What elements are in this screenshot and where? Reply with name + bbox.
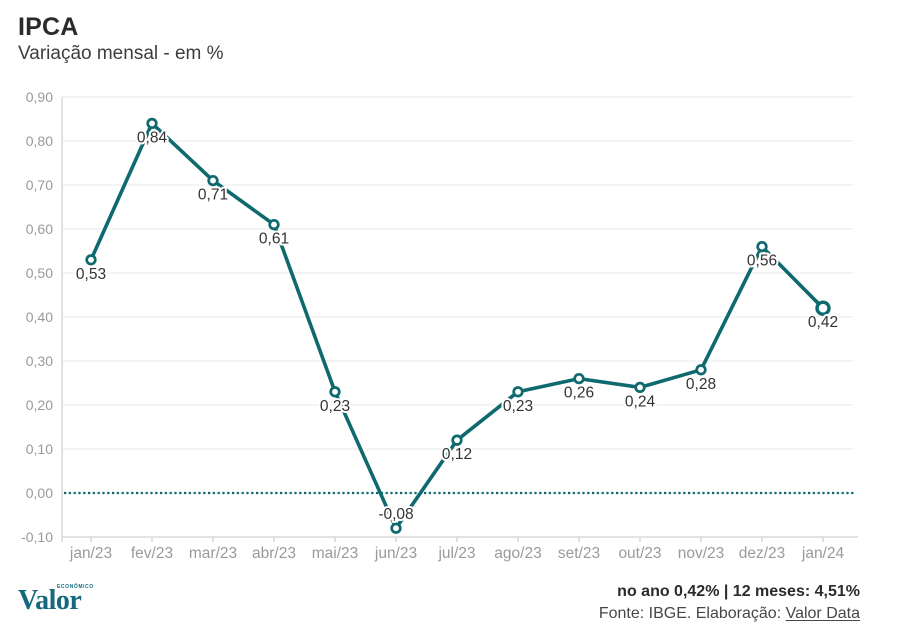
x-axis-tick-label: jan/23	[69, 545, 112, 562]
data-point-marker-jul/23	[451, 434, 463, 446]
data-point-marker-jun/23	[390, 522, 402, 534]
data-point-label: 0,23	[320, 398, 350, 415]
data-point-label: 0,12	[442, 446, 472, 463]
data-point-label: 0,24	[625, 393, 656, 410]
ipca-series-line	[89, 121, 825, 531]
data-point-label: 0,42	[808, 314, 838, 331]
data-point-label: 0,26	[564, 385, 594, 402]
x-axis-tick-label: jun/23	[374, 545, 417, 562]
y-axis-tick-label: 0,60	[26, 221, 53, 237]
valor-logo-superscript: econômico	[57, 584, 94, 590]
summary-stats: no ano 0,42% | 12 meses: 4,51%	[617, 583, 860, 600]
data-point-label: 0,28	[686, 376, 716, 393]
footer-stats-block: no ano 0,42% | 12 meses: 4,51% Fonte: IB…	[599, 581, 860, 624]
ipca-line-chart: -0,10 0,00 0,10 0,20 0,30 0,40 0,50 0,60 0,70 0,8…	[21, 89, 858, 562]
y-axis-tick-label: 0,30	[26, 353, 53, 369]
y-axis-tick-label: 0,90	[26, 89, 53, 105]
data-point-label: 0,23	[503, 398, 533, 415]
data-point-marker-mar/23	[207, 174, 219, 187]
data-point-marker-out/23	[634, 381, 646, 394]
x-axis-tick-label: dez/23	[739, 545, 786, 562]
data-point-marker-jan/24	[815, 300, 831, 316]
data-point-marker-abr/23	[268, 218, 280, 231]
chart-header: IPCA Variação mensal - em %	[18, 13, 224, 66]
x-axis-tick-label: mar/23	[189, 545, 237, 562]
data-point-label: -0,08	[378, 506, 413, 523]
data-point-marker-ago/23	[512, 386, 524, 398]
y-axis-tick-label: 0,20	[26, 397, 53, 413]
x-axis-tick-label: fev/23	[131, 545, 173, 562]
data-point-marker-dez/23	[756, 240, 768, 253]
x-axis-tick-label: abr/23	[252, 545, 296, 562]
x-axis-tick-label: set/23	[558, 545, 600, 562]
data-point-label: 0,61	[259, 231, 289, 248]
data-point-label: 0,53	[76, 266, 106, 283]
page-subtitle: Variação mensal - em %	[18, 43, 224, 64]
y-axis-tick-label: -0,10	[21, 529, 53, 545]
data-point-marker-set/23	[573, 372, 585, 385]
y-axis-tick-label: 0,10	[26, 441, 53, 457]
data-point-marker-jan/23	[85, 254, 97, 266]
x-axis-tick-label: out/23	[618, 545, 661, 562]
data-point-marker-fev/23	[146, 117, 158, 130]
y-axis-tick-label: 0,70	[26, 177, 53, 193]
y-axis-tick-label: 0,80	[26, 133, 53, 149]
valor-logo-text: Valor	[18, 585, 82, 616]
y-axis-tick-label: 0,50	[26, 265, 53, 281]
page-title: IPCA	[18, 13, 79, 41]
data-point-label: 0,56	[747, 253, 777, 270]
y-axis-tick-label: 0,40	[26, 309, 53, 325]
x-axis-tick-label: nov/23	[678, 545, 725, 562]
source-text: Fonte: IBGE. Elaboração:	[598, 605, 786, 622]
source-attribution: Fonte: IBGE. Elaboração: Valor Data	[599, 603, 860, 624]
data-point-marker-nov/23	[695, 364, 707, 376]
valor-logo: econômico Valor	[18, 583, 108, 616]
x-axis-tick-label: jan/24	[801, 545, 845, 562]
y-axis-tick-label: 0,00	[26, 485, 53, 501]
data-point-marker-mai/23	[329, 386, 341, 398]
data-point-label: 0,71	[198, 187, 228, 204]
data-point-label: 0,84	[137, 129, 168, 146]
x-axis-tick-label: ago/23	[494, 545, 541, 562]
x-axis-tick-label: mai/23	[312, 545, 359, 562]
x-axis-tick-label: jul/23	[437, 545, 475, 562]
source-link[interactable]: Valor Data	[785, 605, 860, 622]
